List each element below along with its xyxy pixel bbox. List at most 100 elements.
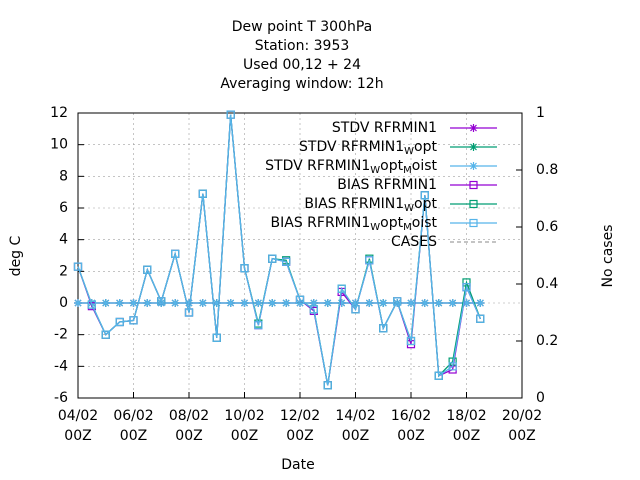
point (226, 110, 235, 119)
point-shape (393, 297, 402, 306)
point-shape (365, 299, 374, 307)
y2-tick-label: 0.2 (536, 333, 558, 349)
y2-tick-label: 0 (536, 390, 545, 406)
point-shape (226, 110, 235, 119)
legend-label: BIAS RFRMIN1WoptMoist (271, 215, 438, 233)
point (337, 299, 346, 307)
point-shape (379, 299, 388, 307)
point (469, 124, 478, 132)
point (74, 299, 82, 307)
point (240, 264, 249, 273)
y-tick-label: 10 (50, 137, 68, 153)
point (184, 308, 194, 317)
x-tick-label: 04/02 00Z (58, 408, 98, 444)
point (420, 299, 429, 307)
point-shape (469, 199, 478, 209)
point-shape (337, 299, 346, 307)
point-shape (129, 316, 138, 325)
point-shape (226, 299, 235, 307)
point (198, 299, 207, 307)
y-tick-label: -4 (54, 358, 68, 374)
point (476, 299, 485, 307)
point (462, 299, 471, 307)
point-shape (185, 299, 193, 307)
x-tick-label: 18/02 00Z (446, 408, 486, 444)
point (129, 299, 138, 307)
legend-label: STDV RFRMIN1Wopt (299, 139, 437, 157)
point (434, 299, 443, 307)
point (171, 299, 180, 307)
point (379, 299, 388, 307)
point-shape (420, 299, 429, 307)
point (407, 299, 415, 307)
y-tick-label: 4 (59, 232, 68, 248)
point-shape (282, 257, 291, 266)
point-shape (143, 299, 152, 307)
point (268, 254, 277, 263)
legend-label: STDV RFRMIN1 (332, 120, 437, 136)
point-shape (240, 299, 249, 307)
x-tick-label: 16/02 00Z (391, 408, 431, 444)
point (129, 316, 138, 325)
series-line (77, 114, 481, 386)
point-shape (282, 299, 291, 307)
point (87, 300, 96, 309)
point (323, 299, 332, 307)
x-tick-label: 08/02 00Z (169, 408, 209, 444)
point (406, 336, 416, 346)
point-shape (254, 299, 263, 307)
point-shape (469, 143, 478, 151)
point-shape (295, 295, 305, 304)
point-shape (365, 256, 374, 265)
point-shape (171, 299, 180, 307)
x-tick-label: 14/02 00Z (335, 408, 375, 444)
x-tick-label: 06/02 00Z (113, 408, 153, 444)
point-shape (254, 321, 263, 330)
point (212, 333, 221, 342)
point (365, 256, 374, 265)
y2-tick-label: 0.8 (536, 162, 558, 178)
legend-label: BIAS RFRMIN1 (337, 177, 437, 193)
point (462, 283, 471, 292)
point-shape (469, 218, 478, 228)
point (198, 189, 207, 198)
point (115, 299, 124, 307)
title-line: Averaging window: 12h (220, 76, 383, 92)
point-shape (351, 299, 360, 307)
point (337, 284, 346, 293)
x-tick-label: 12/02 00Z (280, 408, 320, 444)
plot-frame (77, 112, 523, 399)
point (469, 162, 478, 170)
x-axis-label: Date (281, 457, 314, 473)
point (309, 305, 318, 314)
point (469, 143, 478, 151)
point-shape (74, 299, 82, 307)
point-shape (448, 362, 457, 371)
point-shape (198, 189, 207, 198)
point (420, 191, 429, 200)
y-tick-label: 2 (59, 263, 68, 279)
point-shape (309, 305, 318, 314)
point (393, 297, 402, 306)
point-shape (351, 305, 360, 314)
point-shape (434, 299, 443, 307)
point (469, 180, 478, 190)
point (226, 299, 235, 307)
point-shape (268, 254, 277, 263)
point-shape (184, 308, 194, 317)
point-shape (143, 265, 152, 274)
point (469, 218, 478, 228)
point (379, 324, 388, 333)
point-shape (476, 314, 485, 323)
point (143, 299, 152, 307)
y-tick-label: 0 (59, 295, 68, 311)
y-tick-label: -6 (54, 390, 68, 406)
point-shape (462, 283, 471, 292)
point-shape (87, 300, 96, 309)
point-shape (337, 284, 346, 293)
point-shape (171, 249, 180, 259)
point-shape (212, 333, 221, 342)
point (295, 295, 305, 304)
point-shape (323, 381, 332, 390)
